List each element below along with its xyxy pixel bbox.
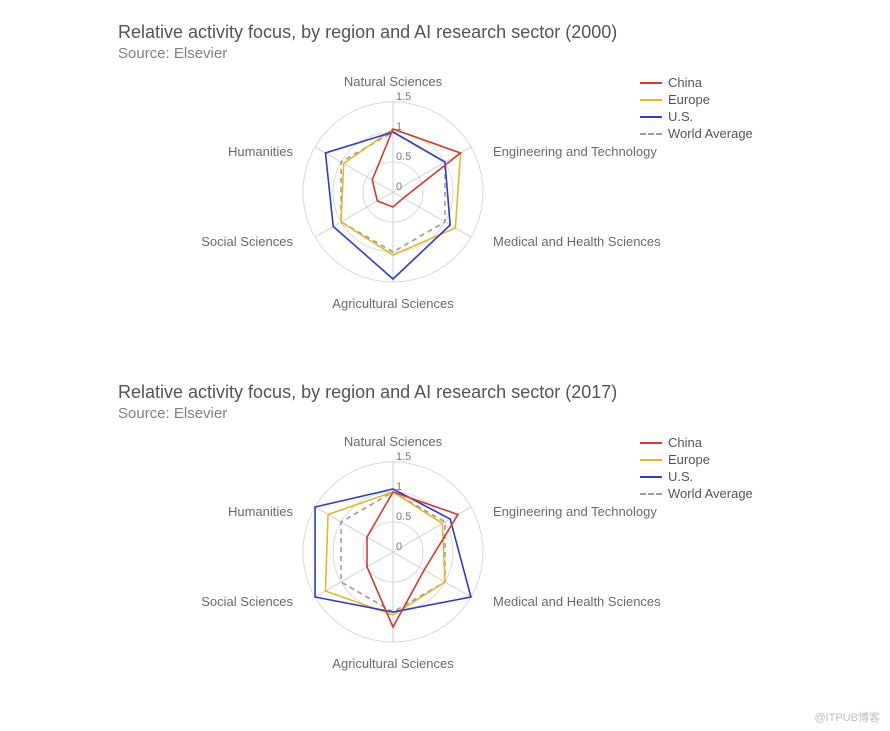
legend: China Europe U.S. World Average [640, 434, 753, 502]
tick-label: 0 [396, 181, 402, 193]
tick-label: 0 [396, 541, 402, 553]
legend-item-europe: Europe [640, 451, 753, 468]
radar-chart-2017: 00.511.5Natural SciencesEngineering and … [0, 422, 890, 682]
legend-item-us: U.S. [640, 468, 753, 485]
chart-subtitle: Source: Elsevier [0, 405, 890, 422]
tick-label: 0.5 [396, 151, 411, 163]
legend: China Europe U.S. World Average [640, 74, 753, 142]
radar-svg: 00.511.5 [0, 62, 890, 322]
axis-label: Humanities [228, 504, 293, 519]
legend-swatch [640, 493, 662, 495]
chart-subtitle: Source: Elsevier [0, 45, 890, 62]
chart-title: Relative activity focus, by region and A… [0, 382, 890, 403]
axis-label: Natural Sciences [344, 434, 442, 449]
legend-label: World Average [668, 126, 753, 141]
legend-swatch [640, 116, 662, 118]
legend-swatch [640, 459, 662, 461]
axis-label: Agricultural Sciences [332, 656, 453, 671]
legend-label: China [668, 75, 702, 90]
axis-label: Social Sciences [201, 234, 293, 249]
legend-swatch [640, 99, 662, 101]
legend-label: World Average [668, 486, 753, 501]
legend-item-europe: Europe [640, 91, 753, 108]
legend-label: China [668, 435, 702, 450]
axis-label: Engineering and Technology [493, 144, 657, 159]
legend-label: Europe [668, 92, 710, 107]
axis-label: Agricultural Sciences [332, 296, 453, 311]
legend-item-china: China [640, 74, 753, 91]
legend-swatch [640, 133, 662, 135]
series-europe [325, 492, 445, 615]
legend-item-us: U.S. [640, 108, 753, 125]
legend-swatch [640, 442, 662, 444]
axis-label: Engineering and Technology [493, 504, 657, 519]
tick-label: 1.5 [396, 91, 411, 103]
radar-chart-2000: 00.511.5Natural SciencesEngineering and … [0, 62, 890, 322]
radar-svg: 00.511.5 [0, 422, 890, 682]
axis-label: Natural Sciences [344, 74, 442, 89]
chart-title: Relative activity focus, by region and A… [0, 22, 890, 43]
legend-item-china: China [640, 434, 753, 451]
chart-panel-2000: Relative activity focus, by region and A… [0, 22, 890, 322]
chart-panel-2017: Relative activity focus, by region and A… [0, 382, 890, 682]
legend-swatch [640, 82, 662, 84]
axis-label: Medical and Health Sciences [493, 594, 661, 609]
legend-item-world: World Average [640, 485, 753, 502]
legend-label: U.S. [668, 109, 693, 124]
legend-item-world: World Average [640, 125, 753, 142]
tick-label: 1.5 [396, 451, 411, 463]
axis-label: Medical and Health Sciences [493, 234, 661, 249]
watermark: @ITPUB博客 [814, 709, 880, 725]
axis-label: Social Sciences [201, 594, 293, 609]
axis-label: Humanities [228, 144, 293, 159]
legend-label: U.S. [668, 469, 693, 484]
legend-swatch [640, 476, 662, 478]
tick-label: 0.5 [396, 511, 411, 523]
legend-label: Europe [668, 452, 710, 467]
